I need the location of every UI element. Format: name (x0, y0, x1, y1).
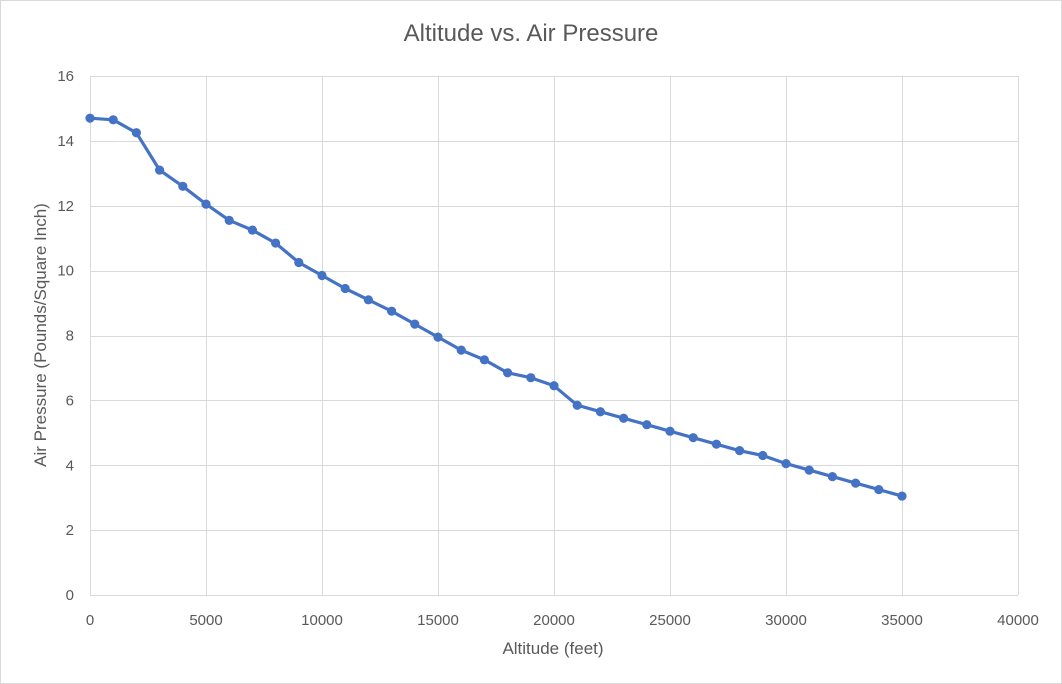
data-point[interactable] (642, 420, 652, 430)
data-point[interactable] (178, 181, 188, 191)
y-tick-label: 8 (66, 328, 74, 345)
data-point[interactable] (433, 332, 443, 342)
data-point[interactable] (155, 165, 165, 175)
x-tick-label: 25000 (649, 612, 691, 629)
x-tick-label: 5000 (189, 612, 222, 629)
x-tick-label: 35000 (881, 612, 923, 629)
data-point[interactable] (363, 295, 373, 305)
data-point[interactable] (456, 345, 466, 355)
y-tick-label: 4 (66, 457, 74, 474)
data-point[interactable] (201, 199, 211, 209)
y-tick-label: 14 (57, 133, 74, 150)
data-point[interactable] (572, 400, 582, 410)
data-point[interactable] (526, 373, 536, 383)
x-tick-label: 40000 (997, 612, 1039, 629)
x-tick-label: 30000 (765, 612, 807, 629)
x-tick-label: 15000 (417, 612, 459, 629)
y-tick-label: 12 (57, 198, 74, 215)
y-tick-label: 10 (57, 263, 74, 280)
data-point[interactable] (294, 257, 304, 268)
data-point[interactable] (317, 270, 327, 281)
x-tick-label: 10000 (301, 612, 343, 629)
data-point[interactable] (804, 465, 814, 475)
y-tick-label: 0 (66, 587, 74, 604)
data-point[interactable] (503, 368, 513, 378)
data-point[interactable] (827, 472, 838, 482)
data-point[interactable] (758, 450, 768, 461)
data-point[interactable] (595, 407, 606, 417)
y-axis-tick-labels: 0 2 4 6 8 10 12 14 16 (57, 68, 74, 604)
data-point[interactable] (619, 413, 629, 423)
data-point[interactable] (874, 484, 884, 495)
data-point[interactable] (85, 113, 95, 123)
data-point[interactable] (410, 319, 420, 329)
vertical-gridlines (90, 76, 1019, 595)
y-tick-label: 6 (66, 392, 74, 409)
data-point[interactable] (108, 115, 118, 125)
data-point[interactable] (271, 238, 281, 248)
y-tick-label: 16 (57, 68, 74, 85)
data-point[interactable] (340, 283, 350, 294)
x-axis-title: Altitude (feet) (502, 639, 603, 658)
horizontal-gridlines (90, 76, 1018, 596)
series-air-pressure (85, 113, 907, 501)
data-point[interactable] (247, 225, 257, 235)
data-point[interactable] (387, 306, 397, 316)
x-tick-label: 0 (86, 612, 94, 629)
data-point[interactable] (479, 355, 489, 365)
x-tick-label: 20000 (533, 612, 575, 629)
data-point[interactable] (711, 439, 722, 449)
series-line (88, 116, 904, 498)
chart-title: Altitude vs. Air Pressure (404, 20, 659, 47)
data-point[interactable] (897, 491, 907, 501)
data-point[interactable] (131, 128, 141, 138)
data-point[interactable] (224, 215, 234, 225)
data-point[interactable] (549, 381, 559, 391)
data-point[interactable] (851, 478, 861, 488)
data-point[interactable] (665, 426, 675, 436)
y-tick-label: 2 (66, 522, 74, 539)
y-axis-title: Air Pressure (Pounds/Square Inch) (31, 203, 50, 467)
data-point[interactable] (735, 446, 745, 456)
data-point[interactable] (688, 433, 698, 443)
data-point[interactable] (781, 459, 791, 469)
x-axis-tick-labels: 0 5000 10000 15000 20000 25000 30000 35000 40000 (86, 612, 1039, 629)
